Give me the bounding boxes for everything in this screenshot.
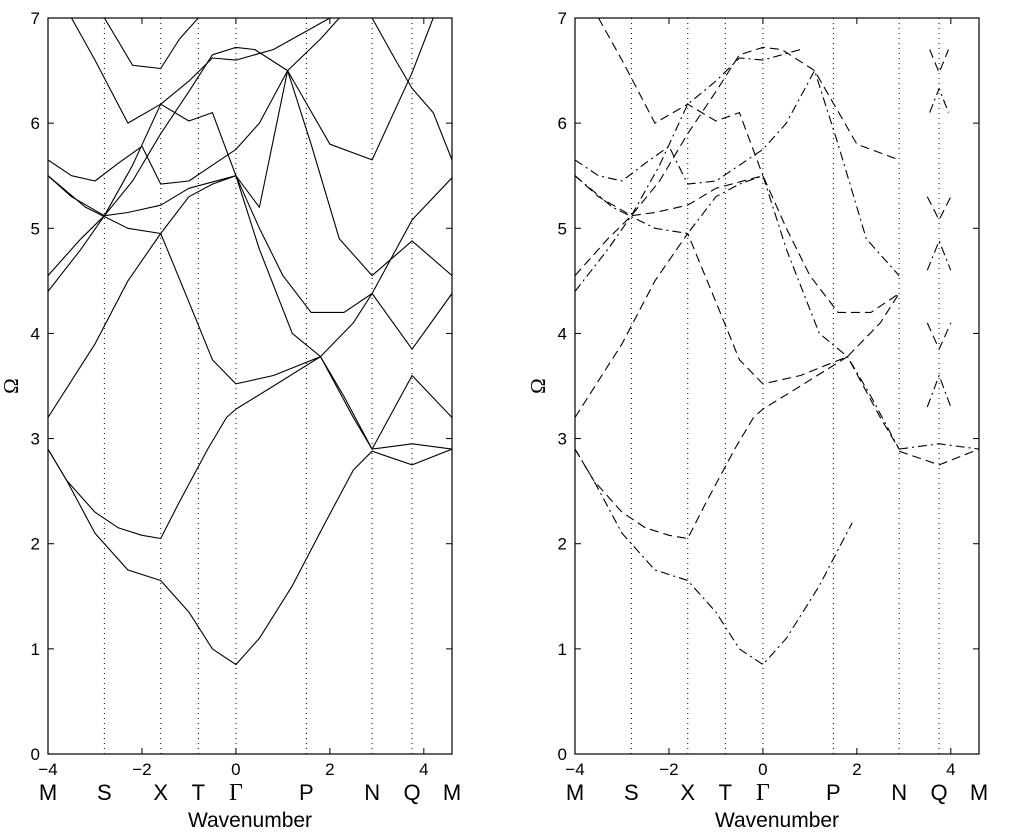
dispersion-curve	[929, 87, 950, 113]
symmetry-point-label: S	[624, 780, 639, 805]
dispersion-curve	[48, 18, 434, 276]
symmetry-point-label: Γ	[756, 780, 770, 806]
x-tick-label: 4	[946, 760, 955, 779]
symmetry-point-label: Q	[931, 780, 948, 805]
dispersion-curve	[575, 175, 900, 450]
symmetry-point-label: N	[364, 780, 380, 805]
dispersion-curve	[48, 175, 452, 313]
y-tick-label: 6	[31, 114, 40, 133]
symmetry-point-label: X	[153, 780, 168, 805]
series-group	[575, 18, 979, 666]
dispersion-curve	[575, 48, 801, 292]
dispersion-curve	[926, 374, 952, 408]
plot-frame	[47, 17, 453, 755]
dispersion-curve	[898, 448, 979, 466]
dispersion-curve	[575, 448, 853, 666]
dispersion-curve	[48, 18, 331, 292]
symmetry-point-label: M	[970, 780, 988, 805]
y-tick-label: 0	[31, 745, 40, 764]
dispersion-curve	[575, 46, 900, 276]
dispersion-curve	[48, 70, 452, 277]
symmetry-point-label: N	[891, 780, 907, 805]
x-tick-label: −4	[38, 760, 57, 779]
x-tick-label: 0	[231, 760, 240, 779]
series-group	[48, 18, 452, 666]
x-tick-label: 4	[419, 760, 428, 779]
x-tick-label: 0	[758, 760, 767, 779]
dispersion-curve	[598, 18, 764, 176]
symmetry-point-label: T	[192, 780, 205, 805]
dispersion-curve	[575, 232, 900, 418]
symmetry-point-label: Γ	[229, 780, 243, 806]
symmetry-point-label: T	[719, 780, 732, 805]
dispersion-curve	[926, 196, 952, 221]
symmetry-point-label: M	[443, 780, 461, 805]
symmetry-point-label: M	[566, 780, 584, 805]
y-axis-label: Ω	[526, 378, 550, 394]
x-axis-label: Wavenumber	[188, 809, 312, 832]
symmetry-point-label: M	[39, 780, 57, 805]
y-tick-label: 4	[31, 324, 40, 343]
dispersion-curve	[103, 18, 199, 70]
dispersion-curve	[926, 240, 952, 271]
dispersion-curve	[575, 70, 900, 276]
x-tick-label: −4	[565, 760, 584, 779]
dispersion-curve	[371, 18, 452, 161]
y-tick-label: 7	[31, 9, 40, 28]
x-tick-label: −2	[659, 760, 678, 779]
symmetry-point-label: S	[97, 780, 112, 805]
symmetry-point-label: P	[299, 780, 314, 805]
y-tick-label: 2	[558, 535, 567, 554]
y-tick-label: 5	[31, 219, 40, 238]
dispersion-curve	[929, 49, 950, 74]
y-tick-label: 6	[558, 114, 567, 133]
dispersion-curve	[575, 175, 900, 313]
symmetry-point-label: Q	[404, 780, 421, 805]
plot-frame	[574, 17, 980, 755]
dispersion-curve	[48, 448, 452, 666]
symmetry-point-label: X	[680, 780, 695, 805]
y-tick-label: 1	[31, 640, 40, 659]
y-tick-label: 3	[31, 430, 40, 449]
y-tick-label: 5	[558, 219, 567, 238]
x-tick-label: −2	[132, 760, 151, 779]
symmetry-point-label: P	[826, 780, 841, 805]
dispersion-curve	[926, 322, 952, 350]
y-tick-label: 4	[558, 324, 567, 343]
dispersion-curve	[575, 356, 900, 540]
x-axis-label: Wavenumber	[715, 809, 839, 832]
x-tick-label: 2	[325, 760, 334, 779]
y-tick-label: 2	[31, 535, 40, 554]
x-tick-label: 2	[852, 760, 861, 779]
dispersion-curve	[48, 175, 452, 450]
y-axis-label: Ω	[0, 378, 23, 394]
dispersion-curve	[899, 443, 979, 450]
dispersion-curve	[71, 18, 340, 208]
y-tick-label: 1	[558, 640, 567, 659]
y-tick-label: 0	[558, 745, 567, 764]
y-tick-label: 3	[558, 430, 567, 449]
dispersion-curve	[48, 356, 452, 540]
y-tick-label: 7	[558, 9, 567, 28]
dispersion-curve	[48, 232, 452, 418]
